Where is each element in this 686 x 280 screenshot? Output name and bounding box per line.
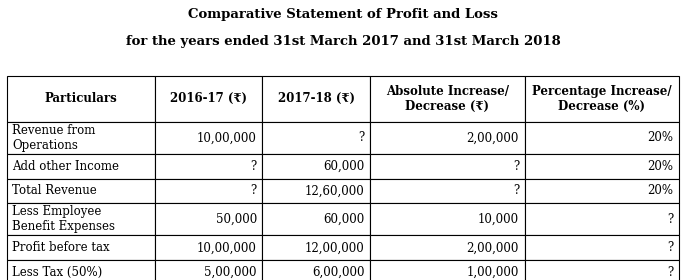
- Text: 20%: 20%: [648, 160, 674, 173]
- Text: Total Revenue: Total Revenue: [12, 185, 97, 197]
- Text: ?: ?: [512, 185, 519, 197]
- Text: for the years ended 31st March 2017 and 31st March 2018: for the years ended 31st March 2017 and …: [126, 35, 560, 48]
- Text: Comparative Statement of Profit and Loss: Comparative Statement of Profit and Loss: [188, 8, 498, 21]
- Text: Less Employee
Benefit Expenses: Less Employee Benefit Expenses: [12, 206, 115, 234]
- Text: 10,000: 10,000: [478, 213, 519, 226]
- Text: 6,00,000: 6,00,000: [312, 266, 364, 279]
- Text: Percentage Increase/
Decrease (%): Percentage Increase/ Decrease (%): [532, 85, 672, 113]
- Text: 50,000: 50,000: [215, 213, 257, 226]
- Text: 2017-18 (₹): 2017-18 (₹): [278, 92, 355, 105]
- Text: ?: ?: [512, 160, 519, 173]
- Text: 10,00,000: 10,00,000: [197, 241, 257, 254]
- Text: Revenue from
Operations: Revenue from Operations: [12, 124, 96, 152]
- Text: ?: ?: [667, 241, 674, 254]
- Text: ?: ?: [667, 266, 674, 279]
- Text: 60,000: 60,000: [323, 160, 364, 173]
- Text: Less Tax (50%): Less Tax (50%): [12, 266, 103, 279]
- Text: 5,00,000: 5,00,000: [204, 266, 257, 279]
- Text: ?: ?: [250, 160, 257, 173]
- Text: 60,000: 60,000: [323, 213, 364, 226]
- Text: 20%: 20%: [648, 131, 674, 144]
- Text: 2,00,000: 2,00,000: [466, 241, 519, 254]
- Text: ?: ?: [667, 213, 674, 226]
- Text: Add other Income: Add other Income: [12, 160, 119, 173]
- Text: Particulars: Particulars: [45, 92, 117, 105]
- Text: 1,00,000: 1,00,000: [466, 266, 519, 279]
- Text: Absolute Increase/
Decrease (₹): Absolute Increase/ Decrease (₹): [386, 85, 509, 113]
- Text: 2016-17 (₹): 2016-17 (₹): [170, 92, 247, 105]
- Text: 20%: 20%: [648, 185, 674, 197]
- Text: 2,00,000: 2,00,000: [466, 131, 519, 144]
- Text: 12,00,000: 12,00,000: [305, 241, 364, 254]
- Text: 12,60,000: 12,60,000: [305, 185, 364, 197]
- Text: 10,00,000: 10,00,000: [197, 131, 257, 144]
- Text: ?: ?: [250, 185, 257, 197]
- Text: ?: ?: [358, 131, 364, 144]
- Text: Profit before tax: Profit before tax: [12, 241, 110, 254]
